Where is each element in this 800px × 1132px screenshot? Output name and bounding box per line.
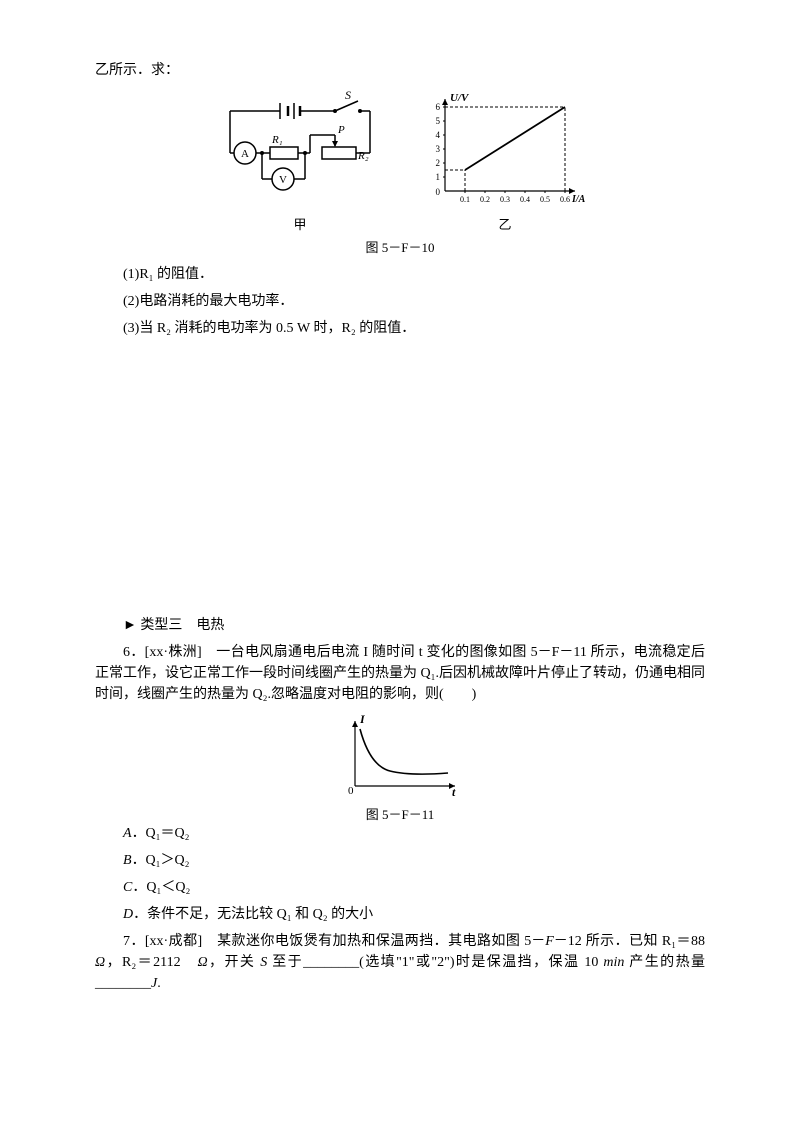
option-c: C．Q₁＜Q₂ <box>95 877 705 898</box>
p-label: P <box>337 124 345 136</box>
r2-label: R₂ <box>357 150 369 162</box>
option-a: A．Q₁＝Q₂ <box>95 823 705 844</box>
svg-text:t: t <box>452 785 456 799</box>
decay-chart: I t 0 <box>330 711 470 801</box>
spacer <box>95 345 705 615</box>
svg-text:U/V: U/V <box>450 92 470 104</box>
section-3-heading: ► 类型三 电热 <box>95 615 705 636</box>
svg-text:4: 4 <box>436 130 441 140</box>
svg-text:0.1: 0.1 <box>460 195 470 204</box>
chart-caption: 乙 <box>420 214 590 233</box>
switch-label: S <box>345 91 351 102</box>
svg-text:0: 0 <box>436 187 441 197</box>
figure-10-caption: 图 5－F－10 <box>95 238 705 258</box>
uv-chart: 0 1 2 3 4 5 6 0.1 0.2 0.3 <box>420 91 590 211</box>
svg-text:0.2: 0.2 <box>480 195 490 204</box>
svg-text:3: 3 <box>436 144 441 154</box>
svg-text:0: 0 <box>348 785 354 797</box>
problem-6-text: 6．[xx·株洲] 一台电风扇通电后电流 I 随时间 t 变化的图像如图 5－F… <box>95 642 705 705</box>
svg-text:0.5: 0.5 <box>540 195 550 204</box>
svg-text:I: I <box>359 712 366 726</box>
option-b: B．Q₁＞Q₂ <box>95 850 705 871</box>
decay-chart-container: I t 0 图 5－F－11 <box>95 711 705 823</box>
svg-text:I/A: I/A <box>571 194 586 205</box>
svg-text:6: 6 <box>436 102 441 112</box>
figure-row-10: S A R₁ P <box>95 91 705 233</box>
question-2: (2)电路消耗的最大电功率． <box>95 291 705 312</box>
circuit-diagram: S A R₁ P <box>210 91 390 211</box>
circuit-caption: 甲 <box>210 214 390 233</box>
voltmeter-label: V <box>279 174 287 186</box>
question-3: (3)当 R₂ 消耗的电功率为 0.5 W 时，R₂ 的阻值． <box>95 318 705 339</box>
svg-text:1: 1 <box>436 172 441 182</box>
option-d: D．条件不足，无法比较 Q₁ 和 Q₂ 的大小 <box>95 904 705 925</box>
svg-text:0.3: 0.3 <box>500 195 510 204</box>
svg-text:0.6: 0.6 <box>560 195 570 204</box>
svg-text:2: 2 <box>436 158 441 168</box>
circuit-diagram-container: S A R₁ P <box>210 91 390 233</box>
svg-text:0.4: 0.4 <box>520 195 530 204</box>
svg-text:5: 5 <box>436 116 441 126</box>
intro-text: 乙所示．求： <box>95 60 705 81</box>
chart-container: 0 1 2 3 4 5 6 0.1 0.2 0.3 <box>420 91 590 233</box>
ammeter-label: A <box>241 148 249 160</box>
r1-label: R₁ <box>271 134 283 146</box>
figure-11-caption: 图 5－F－11 <box>95 804 705 823</box>
question-1: (1)R₁ 的阻值． <box>95 264 705 285</box>
problem-7-text: 7．[xx·成都] 某款迷你电饭煲有加热和保温两挡．其电路如图 5－F－12 所… <box>95 931 705 994</box>
